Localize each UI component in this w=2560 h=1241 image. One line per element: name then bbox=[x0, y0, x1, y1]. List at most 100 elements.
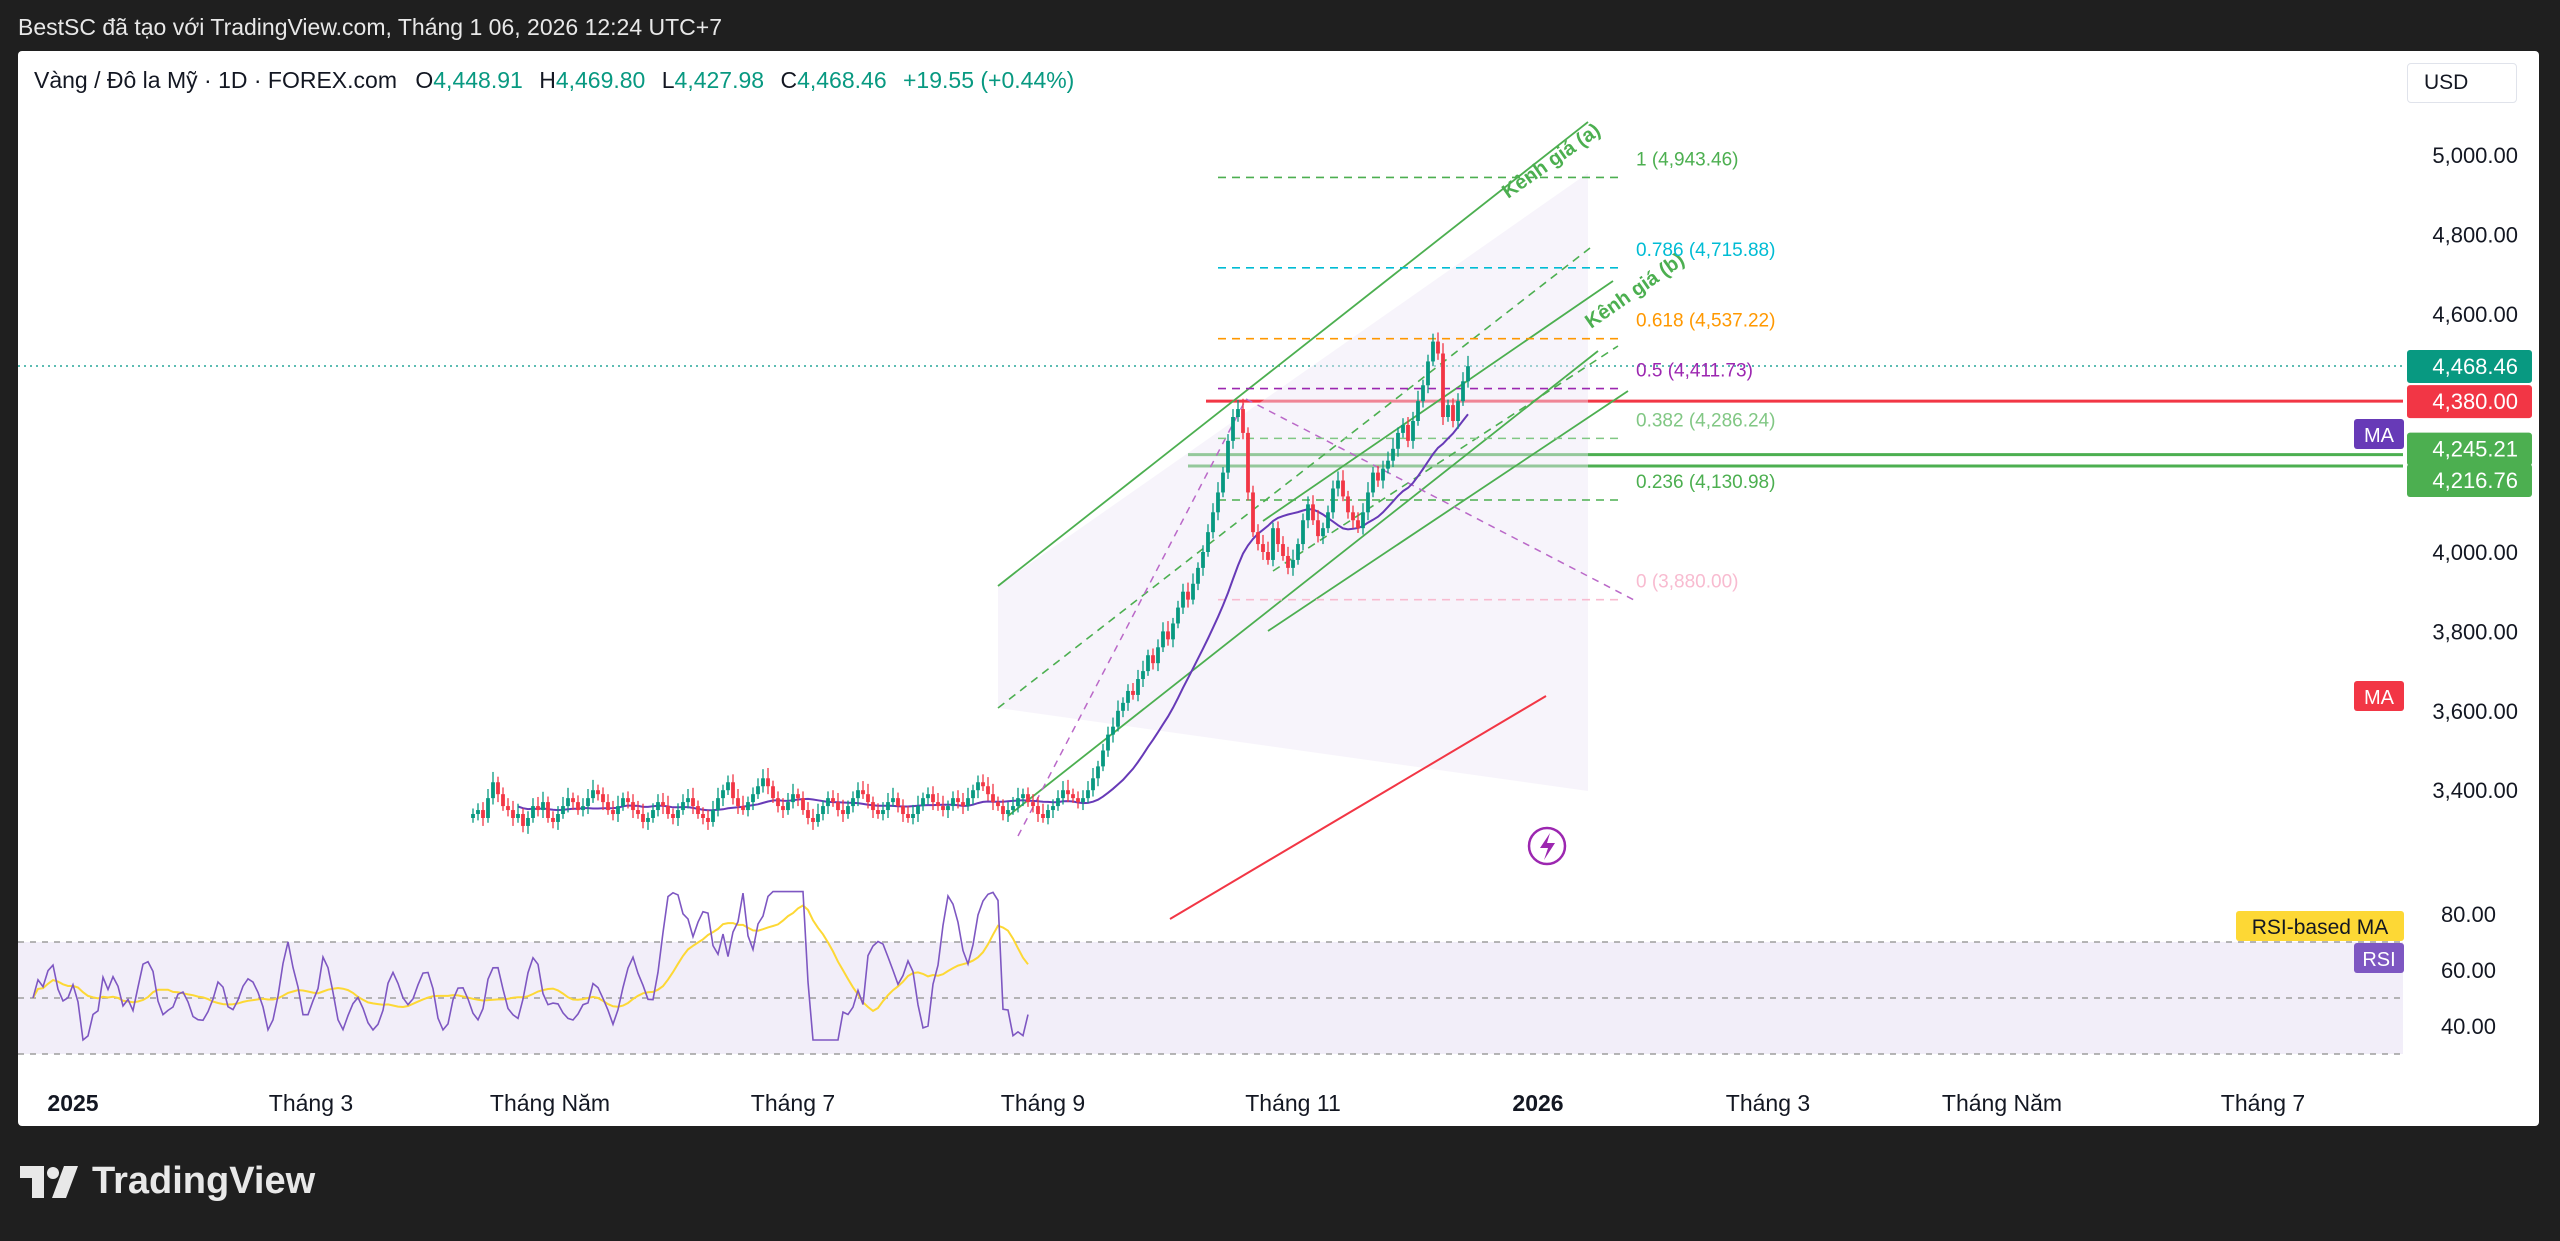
candle-body bbox=[1411, 420, 1415, 441]
rsi-ma-tag-label: RSI-based MA bbox=[2252, 916, 2389, 939]
chart-svg[interactable]: Kênh giá (a)Kênh giá (b) 1 (4,943.46)0.7… bbox=[18, 51, 2539, 1126]
candle-body bbox=[681, 802, 685, 811]
candle-body bbox=[1281, 544, 1285, 556]
time-tick-label: 2026 bbox=[1512, 1090, 1563, 1116]
ma-tag-label: MA bbox=[2364, 425, 2395, 447]
time-tick-label: Tháng 7 bbox=[2221, 1090, 2305, 1116]
candle-body bbox=[921, 798, 925, 807]
candle-body bbox=[911, 814, 915, 818]
price-tick-label: 4,600.00 bbox=[2432, 302, 2518, 327]
candle-body bbox=[1161, 631, 1165, 648]
candle-body bbox=[811, 817, 815, 822]
price-tick-label: 4,800.00 bbox=[2432, 222, 2518, 247]
candle-body bbox=[561, 806, 565, 815]
candle-body bbox=[556, 814, 560, 822]
candle-body bbox=[1176, 607, 1180, 624]
candle-body bbox=[931, 794, 935, 803]
candle-body bbox=[741, 806, 745, 811]
candle-body bbox=[471, 814, 475, 818]
candle-body bbox=[1001, 806, 1005, 815]
fib-trend-line-1 bbox=[1017, 398, 1247, 837]
candle-body bbox=[1456, 401, 1460, 421]
candle-body bbox=[881, 810, 885, 815]
candle-body bbox=[1451, 405, 1455, 421]
price-badge bbox=[2407, 463, 2532, 497]
candle-body bbox=[946, 806, 950, 811]
candle-body bbox=[1416, 401, 1420, 421]
candle-body bbox=[481, 810, 485, 818]
candle-body bbox=[951, 798, 955, 807]
candle-body bbox=[621, 798, 625, 807]
candle-body bbox=[961, 802, 965, 807]
candle-body bbox=[1126, 690, 1130, 703]
candle-body bbox=[1116, 710, 1120, 727]
candle-body bbox=[1386, 460, 1390, 469]
close-value: 4,468.46 bbox=[797, 67, 887, 93]
ma-tag-label: MA bbox=[2364, 687, 2395, 709]
channel-a-upper-line[interactable] bbox=[997, 121, 1589, 587]
candle-body bbox=[886, 802, 890, 811]
candle-body bbox=[801, 798, 805, 811]
candle-body bbox=[901, 806, 905, 815]
candle-body bbox=[1401, 424, 1405, 433]
candle-body bbox=[1146, 655, 1150, 672]
price-badge-label: 4,245.21 bbox=[2432, 437, 2518, 462]
chart-panel[interactable]: Kênh giá (a) Kênh giá (b) 1 (4,943.46) 0.7… bbox=[18, 51, 2539, 1126]
rsi-tick-label: 60.00 bbox=[2441, 958, 2496, 983]
candle-body bbox=[841, 810, 845, 815]
candle-body bbox=[766, 778, 770, 787]
candle-body bbox=[496, 782, 500, 795]
candle-body bbox=[851, 798, 855, 807]
channel-b-lower-line[interactable] bbox=[1267, 390, 1629, 632]
rsi-tick-label: 40.00 bbox=[2441, 1014, 2496, 1039]
candle-body bbox=[541, 802, 545, 811]
channel-b-mid-line[interactable] bbox=[1272, 345, 1619, 572]
candle-body bbox=[1246, 432, 1250, 493]
rsi-line[interactable] bbox=[32, 890, 1029, 1042]
candle-body bbox=[891, 798, 895, 803]
candle-body bbox=[706, 817, 710, 822]
time-tick-label: Tháng Năm bbox=[1942, 1090, 2062, 1116]
candle-body bbox=[906, 814, 910, 818]
fib-level-label: 0.5 (4,411.73) bbox=[1636, 361, 1753, 382]
symbol-name[interactable]: Vàng / Đô la Mỹ · 1D · FOREX.com bbox=[34, 67, 397, 93]
candle-body bbox=[1256, 532, 1260, 545]
candle-body bbox=[591, 790, 595, 799]
candle-body bbox=[941, 806, 945, 811]
price-badge bbox=[2407, 385, 2532, 419]
candle-body bbox=[1306, 504, 1310, 521]
candle-body bbox=[1046, 810, 1050, 818]
candle-body bbox=[796, 794, 800, 799]
candle-body bbox=[1011, 806, 1015, 811]
candle-body bbox=[781, 806, 785, 811]
candle-body bbox=[626, 798, 630, 803]
candle-body bbox=[1041, 814, 1045, 818]
candle-body bbox=[631, 802, 635, 811]
currency-button[interactable]: USD bbox=[2407, 63, 2517, 103]
candle-body bbox=[856, 790, 860, 799]
symbol-legend: Vàng / Đô la Mỹ · 1D · FOREX.com O4,448.… bbox=[34, 67, 1074, 94]
candle-body bbox=[571, 798, 575, 803]
candle-body bbox=[1326, 512, 1330, 529]
candle-body bbox=[1296, 544, 1300, 560]
candle-body bbox=[1076, 798, 1080, 803]
lightning-bolt-icon bbox=[1540, 833, 1555, 860]
candle-body bbox=[676, 810, 680, 818]
candle-body bbox=[1311, 504, 1315, 521]
candle-body bbox=[1466, 366, 1470, 382]
candle-body bbox=[1156, 647, 1160, 664]
candle-body bbox=[1461, 381, 1465, 402]
candle-body bbox=[1421, 385, 1425, 402]
ma-slow-line[interactable] bbox=[1169, 695, 1547, 920]
candle-body bbox=[486, 798, 490, 818]
candle-body bbox=[1081, 798, 1085, 803]
candle-body bbox=[731, 782, 735, 799]
candle-body bbox=[1276, 528, 1280, 545]
high-value: 4,469.80 bbox=[555, 67, 646, 93]
channel-b-upper-line[interactable] bbox=[1262, 280, 1614, 522]
candle-body bbox=[971, 790, 975, 799]
candle-body bbox=[791, 794, 795, 803]
candle-body bbox=[1216, 492, 1220, 513]
candle-body bbox=[836, 802, 840, 811]
time-tick-label: Tháng 9 bbox=[1001, 1090, 1085, 1116]
